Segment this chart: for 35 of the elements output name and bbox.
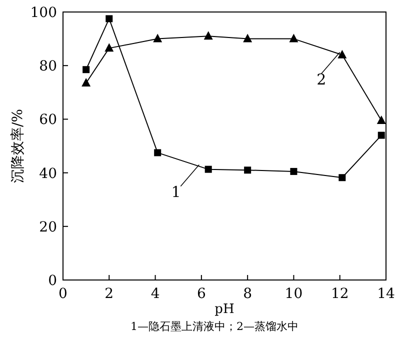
text: 1—隐石墨上清液中；2—蒸馏水中	[130, 320, 298, 333]
y-tick-label: 20	[39, 219, 57, 236]
x-tick-label: 0	[58, 286, 68, 302]
x-tick-label: 8	[243, 286, 252, 302]
point	[82, 78, 91, 87]
x-axis-title: pH	[214, 302, 234, 317]
point	[204, 166, 212, 173]
x-tick-label: 10	[284, 286, 303, 302]
point	[289, 34, 298, 42]
y-tick-label: 0	[48, 273, 57, 289]
y-tick-label: 80	[39, 58, 57, 75]
point	[244, 166, 252, 174]
point	[243, 34, 252, 42]
x-tick-label: 2	[104, 286, 114, 302]
x-tick-label: 6	[196, 286, 206, 302]
point	[154, 149, 162, 156]
point	[376, 116, 386, 124]
y-tick-label: 100	[30, 5, 57, 21]
y-axis-title: 沉降效率/%	[10, 108, 26, 184]
point	[106, 15, 113, 22]
point	[153, 34, 162, 42]
y-tick-label: 60	[39, 112, 57, 128]
point	[378, 132, 385, 139]
point	[82, 66, 90, 74]
point	[338, 50, 347, 58]
y-tick-label: 40	[39, 166, 57, 182]
legend-label: 1	[171, 182, 181, 201]
x-tick-label: 4	[150, 286, 160, 302]
legend-label: 2	[316, 70, 326, 88]
point	[204, 31, 213, 40]
x-tick-label: 12	[330, 286, 349, 302]
x-tick-label: 14	[377, 286, 395, 302]
point	[290, 168, 298, 175]
point	[104, 43, 114, 52]
point	[338, 174, 346, 182]
